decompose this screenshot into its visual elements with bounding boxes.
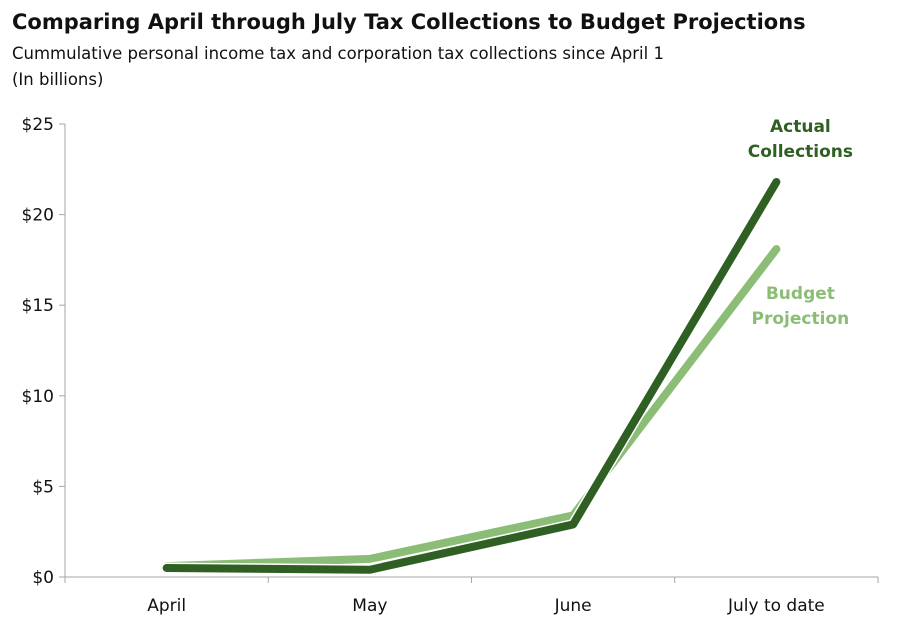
actual-collections-line — [162, 177, 781, 574]
x-tick-label: May — [352, 596, 387, 616]
series-labels: Budget Projection Actual Collections — [748, 117, 853, 329]
unit-note: (In billions) — [12, 70, 104, 89]
y-tick-label: $25 — [22, 115, 54, 135]
axes — [59, 123, 879, 583]
series-lines — [161, 176, 782, 576]
y-tick-label: $20 — [22, 206, 54, 226]
tick-labels: $0 $5 $10 $15 $20 $25 April May June July to date — [22, 115, 825, 616]
y-tick-label: $10 — [22, 387, 54, 407]
budget-projection-label: Budget Projection — [752, 284, 850, 329]
y-tick-label: $0 — [32, 568, 54, 588]
series-line-outline — [161, 176, 782, 576]
x-tick-label: June — [554, 596, 592, 616]
y-tick-label: $15 — [22, 296, 54, 316]
y-tick-label: $5 — [32, 477, 54, 497]
x-tick-label: April — [147, 596, 186, 616]
x-tick-label: July to date — [727, 596, 825, 616]
budget-projection-line — [162, 245, 781, 571]
actual-collections-label: Actual Collections — [748, 117, 853, 162]
chart-title: Comparing April through July Tax Collect… — [12, 10, 806, 34]
chart-subtitle: Cummulative personal income tax and corp… — [12, 44, 664, 63]
